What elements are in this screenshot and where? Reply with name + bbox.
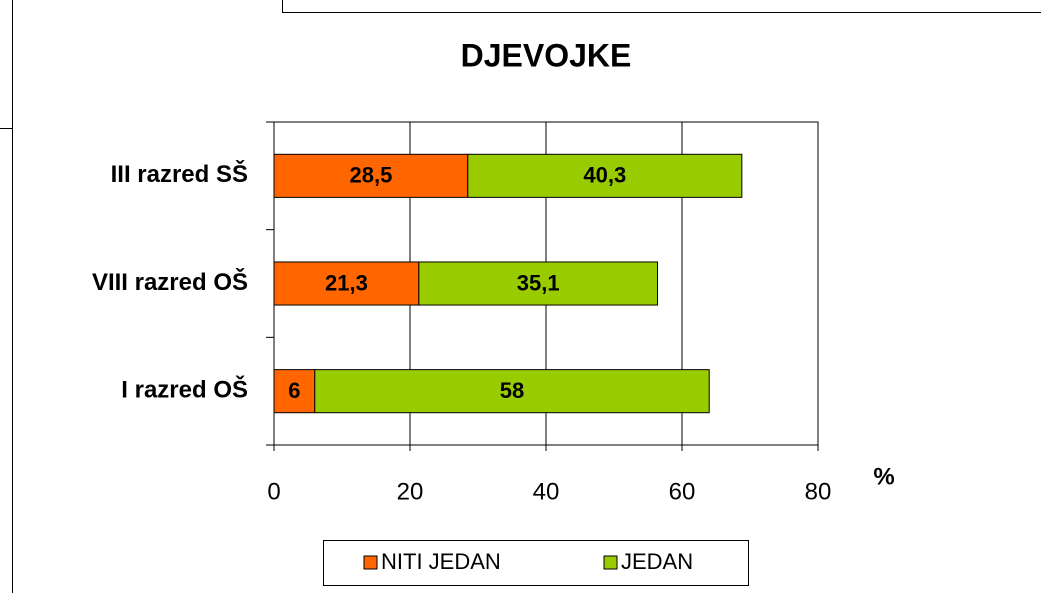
data-label: 28,5 bbox=[349, 163, 392, 188]
x-tick-label: 80 bbox=[805, 478, 832, 505]
legend-label: NITI JEDAN bbox=[381, 549, 501, 574]
legend-swatch bbox=[603, 555, 618, 570]
data-label: 21,3 bbox=[325, 270, 368, 295]
data-label: 40,3 bbox=[583, 163, 626, 188]
legend bbox=[323, 540, 749, 586]
legend-label: JEDAN bbox=[621, 549, 693, 574]
bar bbox=[273, 153, 469, 198]
legend-swatch bbox=[363, 555, 378, 570]
bar bbox=[314, 369, 710, 414]
x-tick-label: 0 bbox=[267, 478, 280, 505]
x-tick-label: 40 bbox=[533, 478, 560, 505]
y-tick-label: VIII razred OŠ bbox=[92, 268, 248, 296]
x-tick-label: 60 bbox=[669, 478, 696, 505]
x-tick-label: 20 bbox=[397, 478, 424, 505]
chart-title: DJEVOJKE bbox=[461, 37, 632, 73]
data-label: 6 bbox=[288, 378, 300, 403]
data-label: 35,1 bbox=[517, 270, 560, 295]
bar bbox=[467, 153, 743, 198]
y-tick-label: III razred SŠ bbox=[111, 160, 248, 188]
x-axis-label: % bbox=[873, 463, 894, 490]
data-label: 58 bbox=[500, 378, 524, 403]
bar bbox=[418, 261, 659, 306]
y-tick-label: I razred OŠ bbox=[121, 376, 248, 404]
